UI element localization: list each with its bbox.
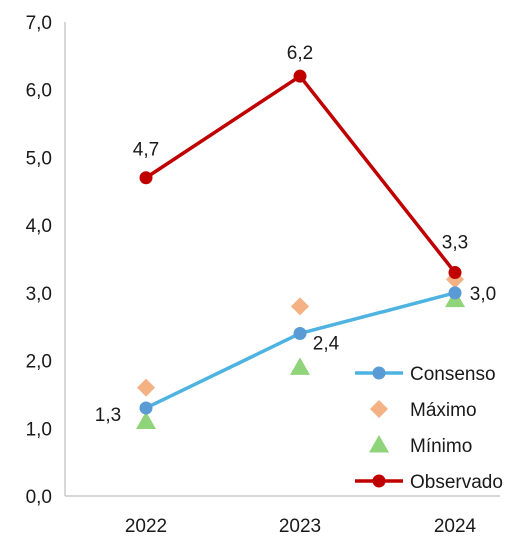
y-tick-label: 0,0 <box>26 487 52 508</box>
legend-marker <box>372 366 386 380</box>
data-label-observado: 3,3 <box>442 233 468 254</box>
data-point-maximo <box>137 378 155 397</box>
legend-item-minimo: Mínimo <box>369 435 472 457</box>
legend-item-maximo: Máximo <box>370 400 477 421</box>
data-point-observado <box>139 171 153 185</box>
data-label-observado: 4,7 <box>133 140 159 161</box>
legend-label: Mínimo <box>410 436 472 457</box>
data-point-observado <box>448 266 462 280</box>
legend-marker <box>369 435 389 453</box>
data-point-consenso <box>448 286 462 300</box>
legend-label: Máximo <box>410 400 477 421</box>
series-consenso <box>139 286 462 415</box>
plot-area <box>136 69 465 430</box>
legend-item-consenso: Consenso <box>355 364 496 385</box>
series-line-observado <box>145 74 457 274</box>
data-point-minimo <box>136 411 156 430</box>
legend: Consenso Máximo Mínimo Observado <box>355 364 503 493</box>
y-tick-label: 4,0 <box>26 216 52 237</box>
x-tick-label: 2022 <box>125 516 167 537</box>
data-label-consenso: 3,0 <box>470 284 496 305</box>
data-point-observado <box>293 69 307 83</box>
y-tick-label: 2,0 <box>26 352 52 373</box>
legend-label: Observado <box>410 472 503 493</box>
series-observado <box>139 69 462 280</box>
data-label-consenso: 2,4 <box>313 333 340 354</box>
legend-marker <box>370 400 388 418</box>
x-tick-label: 2024 <box>434 516 477 537</box>
y-tick-label: 7,0 <box>26 13 52 34</box>
y-tick-label: 6,0 <box>26 81 52 102</box>
data-point-consenso <box>293 326 307 340</box>
y-tick-label: 3,0 <box>26 284 52 305</box>
y-tick-label: 5,0 <box>26 148 52 169</box>
data-point-minimo <box>290 357 310 375</box>
legend-label: Consenso <box>410 364 496 385</box>
legend-marker <box>372 474 386 488</box>
data-label-observado: 6,2 <box>287 43 313 64</box>
data-labels: 1,3 2,4 3,0 4,7 6,2 3,3 <box>95 43 496 426</box>
x-tick-label: 2023 <box>279 516 321 537</box>
data-point-consenso <box>139 401 153 415</box>
legend-item-observado: Observado <box>355 472 503 493</box>
data-point-maximo <box>291 297 309 316</box>
axes <box>64 22 500 497</box>
data-label-consenso: 1,3 <box>95 405 121 426</box>
tick-labels: 0,0 1,0 2,0 3,0 4,0 5,0 6,0 7,0 2022 2023 2024 <box>26 13 477 537</box>
y-tick-label: 1,0 <box>26 419 52 440</box>
